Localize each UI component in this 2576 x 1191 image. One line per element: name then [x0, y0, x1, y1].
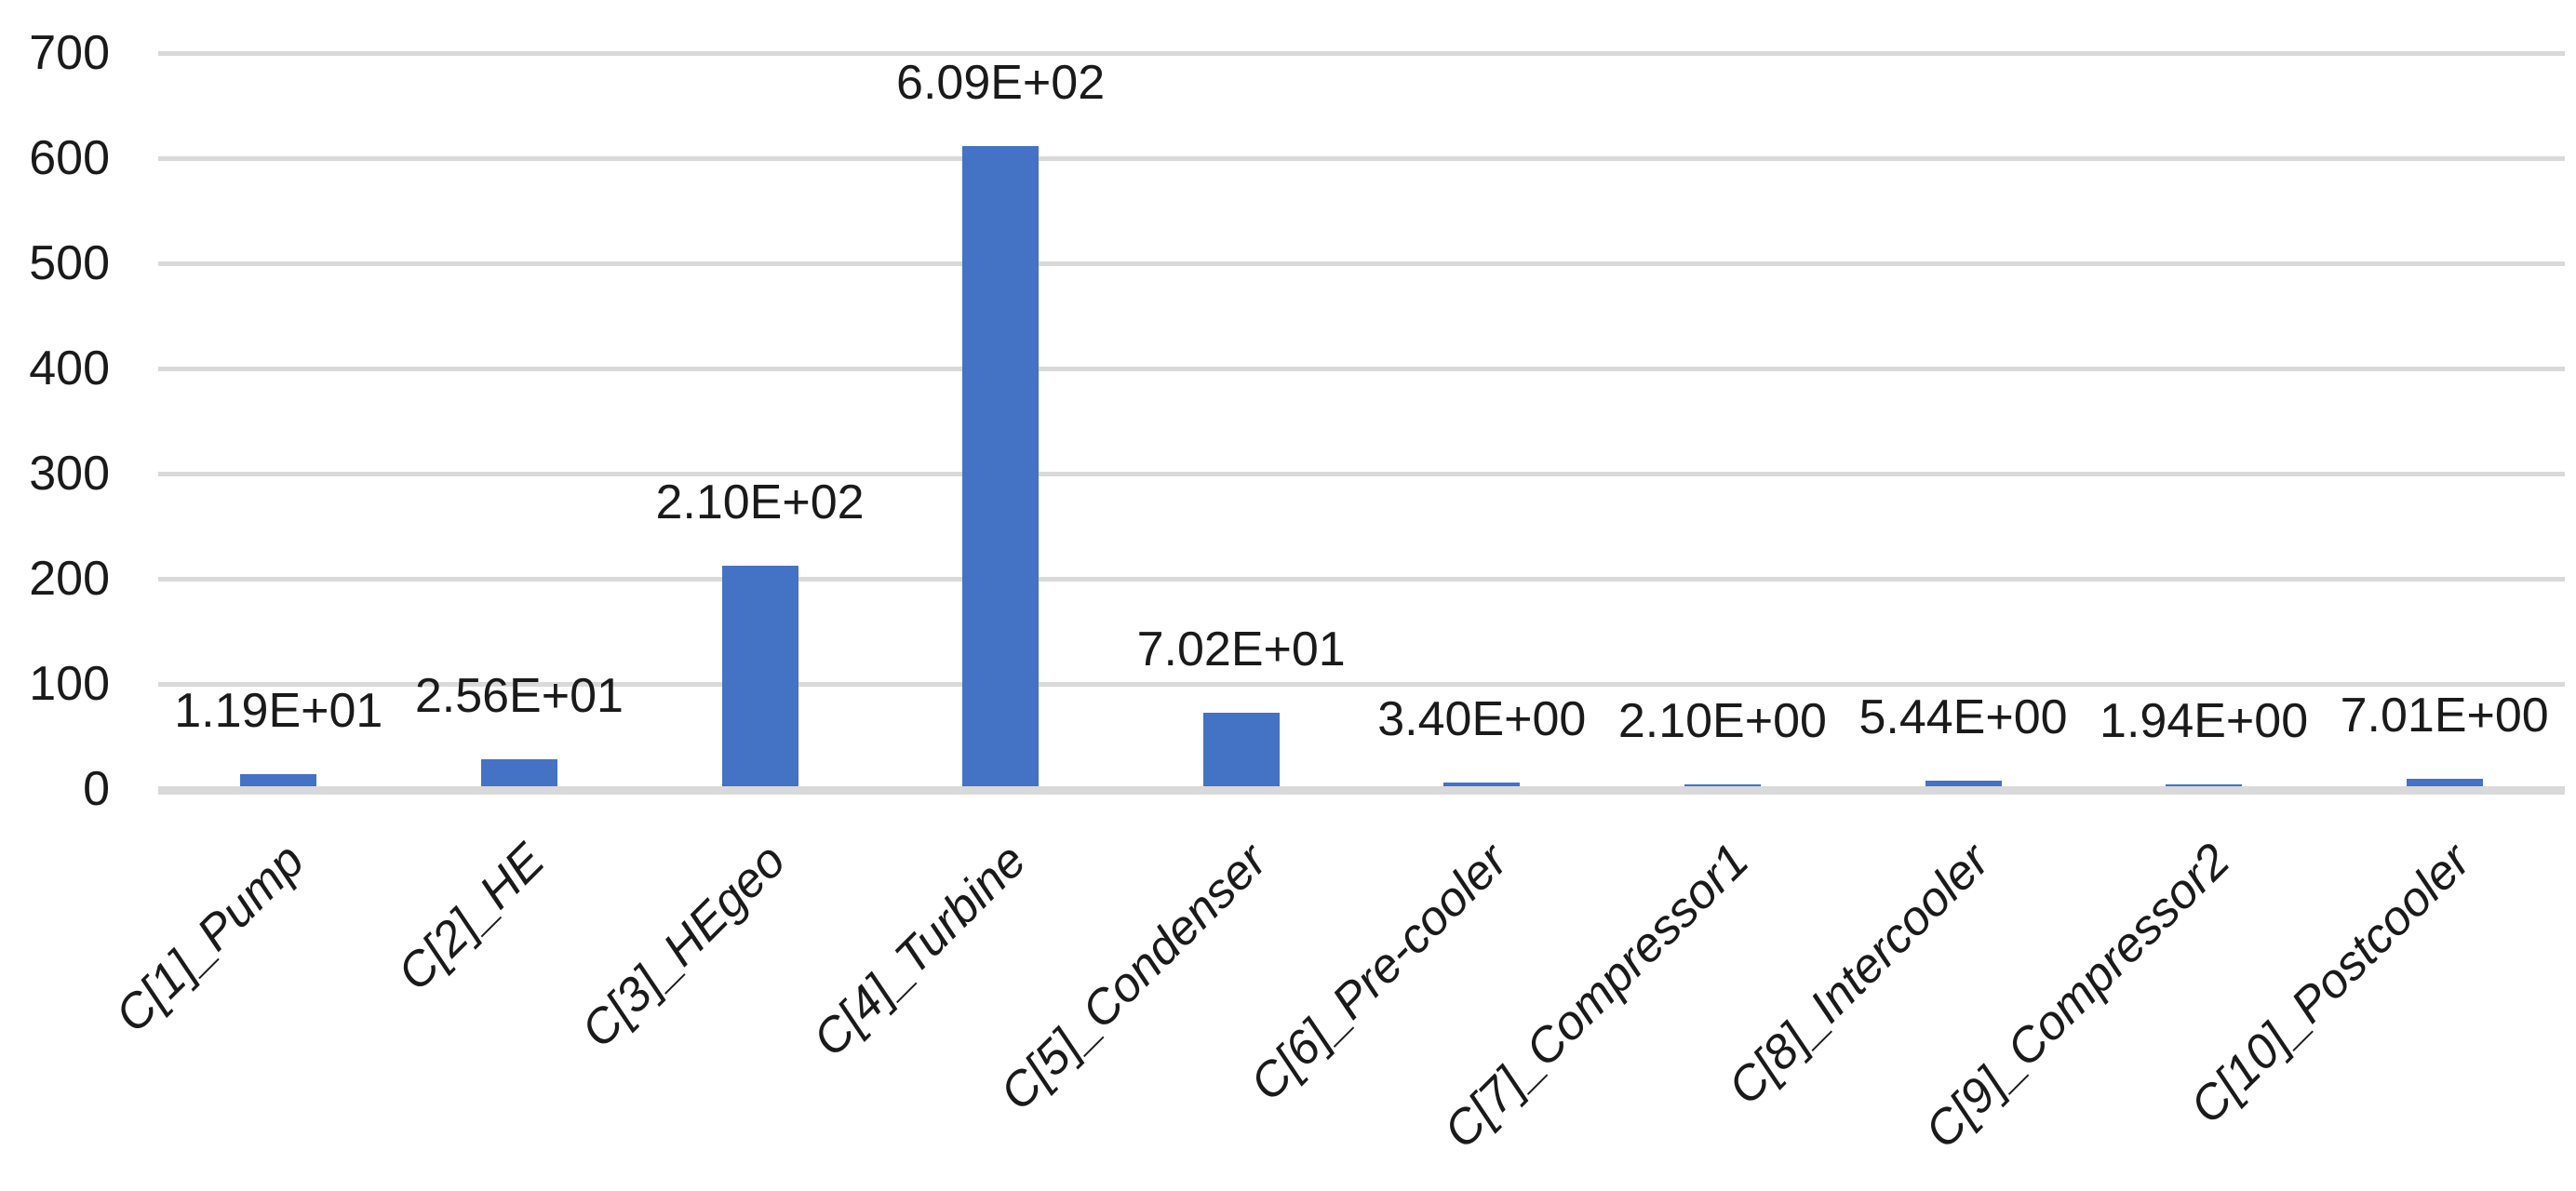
bar: [2166, 783, 2243, 786]
data-label: 2.10E+02: [655, 475, 865, 529]
y-axis-tick-label: 700: [29, 26, 110, 80]
bar: [1443, 783, 1521, 786]
data-label: 3.40E+00: [1377, 692, 1587, 747]
gridline: [158, 50, 2565, 56]
bar: [721, 565, 798, 786]
gridline: [158, 681, 2565, 687]
x-axis-category-label: C[8]_Intercooler: [1717, 833, 2000, 1116]
gridline: [158, 261, 2565, 266]
gridline: [158, 471, 2565, 476]
y-axis-tick-label: 100: [29, 657, 110, 711]
y-axis-tick-label: 0: [83, 762, 110, 816]
x-axis-category-label: C[3]_HEgeo: [571, 833, 797, 1059]
x-axis-line: [158, 786, 2565, 795]
bar: [1925, 780, 2002, 786]
bar: [2406, 779, 2483, 786]
gridline: [158, 576, 2565, 582]
data-label: 2.56E+01: [414, 669, 624, 724]
bar: [480, 759, 557, 786]
data-label: 6.09E+02: [896, 55, 1106, 110]
y-axis-tick-label: 600: [29, 131, 110, 185]
data-label: 7.02E+01: [1136, 622, 1346, 676]
x-axis-category-label: C[2]_HE: [387, 833, 556, 1001]
x-axis-category-label: C[6]_Pre-cooler: [1240, 833, 1519, 1112]
gridline: [158, 155, 2565, 161]
data-label: 7.01E+00: [2340, 689, 2549, 743]
data-label: 5.44E+00: [1858, 689, 2068, 744]
bar: [1202, 712, 1280, 786]
bar: [240, 773, 317, 786]
data-label: 1.19E+01: [174, 683, 383, 738]
y-axis-tick-label: 500: [29, 236, 110, 290]
y-axis-tick-label: 200: [29, 552, 110, 606]
x-axis-category-label: C[1]_Pump: [105, 833, 315, 1043]
y-axis-tick-label: 400: [29, 341, 110, 395]
bar: [1684, 783, 1761, 786]
x-axis-category-label: C[5]_Condenser: [989, 833, 1278, 1121]
gridline: [158, 366, 2565, 371]
y-axis-tick-label: 300: [29, 447, 110, 501]
x-axis-category-label: C[4]_Turbine: [803, 833, 1038, 1067]
data-label: 2.10E+00: [1617, 693, 1827, 748]
data-label: 1.94E+00: [2100, 693, 2309, 748]
bar: [962, 145, 1040, 786]
